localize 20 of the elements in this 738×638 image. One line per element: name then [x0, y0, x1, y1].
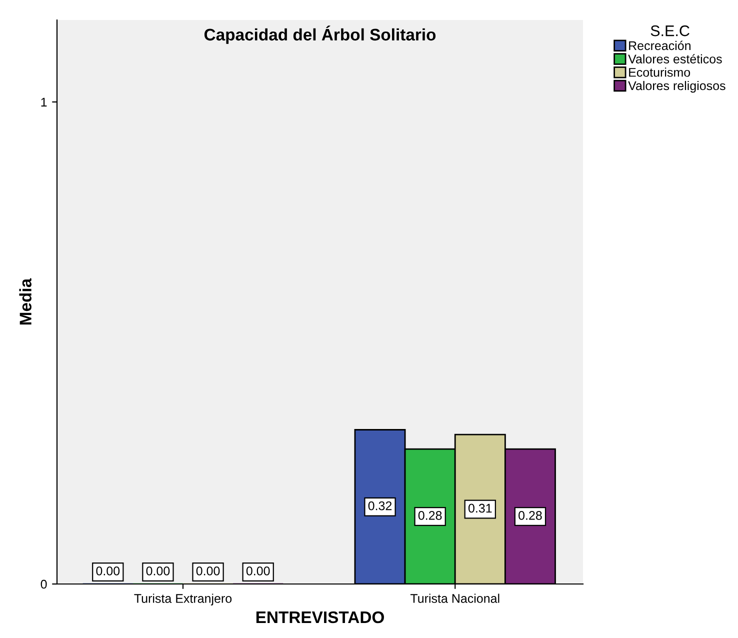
data-label: 0.00 — [146, 566, 170, 576]
data-label: 0.28 — [418, 511, 442, 520]
legend-label: Recreación — [629, 40, 690, 50]
chart-title: Capacidad del Árbol Solitario — [204, 26, 436, 44]
data-label: 0.00 — [196, 566, 220, 576]
legend-label: Valores estéticos — [628, 54, 722, 64]
y-axis-title: Media — [19, 278, 32, 324]
x-tick-label: Turista Extranjero — [134, 594, 232, 606]
data-label: 0.32 — [368, 501, 392, 510]
y-tick-label: 0 — [40, 580, 47, 589]
legend-label: Valores religiosos — [628, 80, 726, 93]
data-label: 0.00 — [246, 566, 270, 576]
y-tick-label: 1 — [41, 98, 47, 106]
data-label: 0.00 — [96, 566, 120, 576]
data-label: 0.31 — [468, 504, 492, 513]
x-tick-label: Turista Nacional — [410, 594, 500, 603]
data-label: 0.28 — [518, 511, 542, 520]
legend-title: S.E.C — [650, 25, 690, 36]
legend-label: Ecoturismo — [629, 68, 690, 77]
x-axis-title: ENTREVISTADO — [256, 611, 384, 624]
